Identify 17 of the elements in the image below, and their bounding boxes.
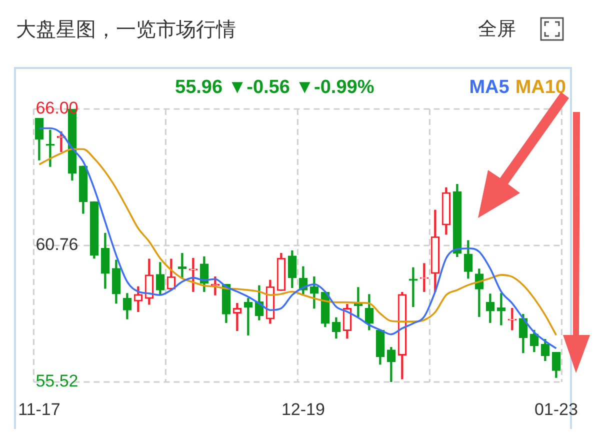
candlestick <box>232 303 242 332</box>
y-tick-label: 60.76 <box>36 235 78 254</box>
line-series <box>38 148 558 336</box>
text: 55.96 ▼-0.56 ▼-0.99% <box>175 77 374 99</box>
candlestick <box>354 287 363 317</box>
text: 全屏 <box>478 18 516 42</box>
y-tick-label: 66.00 <box>36 98 78 118</box>
x-tick-label: 01-23 <box>534 400 578 419</box>
x-tick-label: 12-19 <box>281 400 325 419</box>
candlestick <box>244 298 253 336</box>
y-tick-label: 55.52 <box>36 372 78 391</box>
chart-title: 大盘星图，一览市场行情 <box>16 18 236 43</box>
candlestick <box>420 263 429 292</box>
text: MA5 <box>469 77 510 99</box>
x-tick-label: 11-17 <box>18 400 60 419</box>
text: MA10 <box>515 77 566 99</box>
candlestick <box>188 258 198 292</box>
